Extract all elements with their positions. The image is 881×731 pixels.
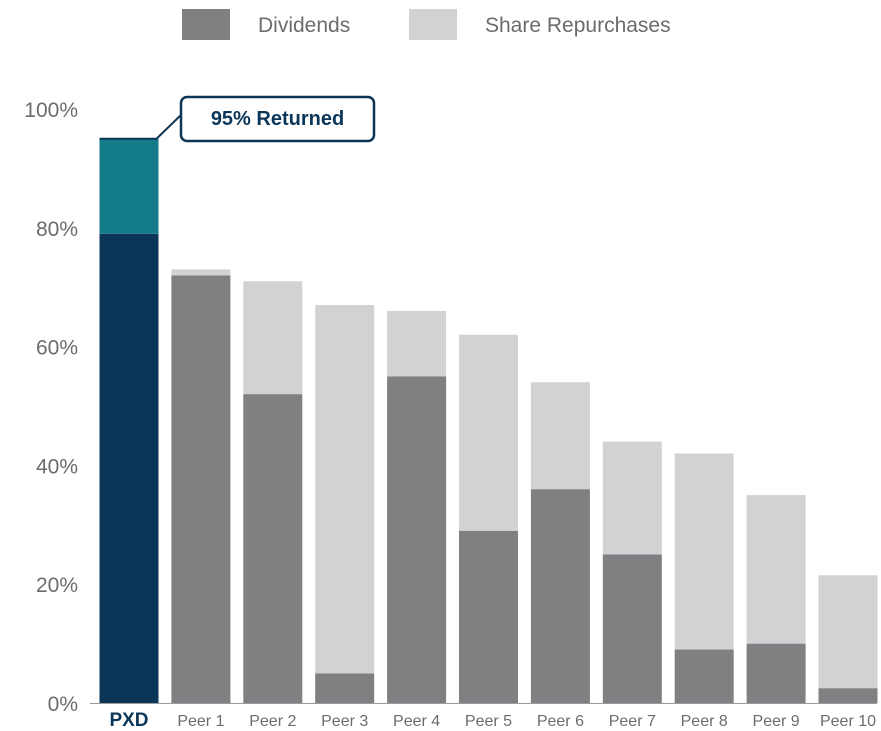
bar-segment-share-repurchases [99,138,159,234]
legend: Dividends Share Repurchases [182,9,671,40]
bar-segment-dividends [818,688,878,703]
bar-segment-share-repurchases [746,495,806,644]
x-tick-label: Peer 2 [249,713,296,730]
x-tick-label: Peer 10 [820,713,876,730]
bar-segment-share-repurchases [243,281,303,395]
x-axis: PXD Peer 1 Peer 2 Peer 3 Peer 4 Peer 5 Peer 6 P… [109,710,876,731]
y-tick-label: 40% [36,455,78,478]
x-tick-label: Peer 6 [537,713,584,730]
x-tick-label: Peer 7 [609,713,656,730]
y-tick-label: 80% [36,218,78,241]
bar-segment-dividends [243,394,303,703]
y-tick-label: 0% [48,693,78,716]
bars [99,138,878,704]
bar-segment-share-repurchases [315,305,375,674]
x-tick-label: Peer 9 [753,713,800,730]
bar-segment-dividends [674,649,734,703]
y-tick-label: 20% [36,574,78,597]
legend-swatch-share-repurchases [409,9,457,40]
x-tick-label: Peer 8 [681,713,728,730]
y-tick-label: 60% [36,337,78,360]
x-tick-label: PXD [109,710,148,731]
bar-segment-share-repurchases [459,334,518,531]
bar-segment-share-repurchases [818,575,878,689]
y-axis: 0% 20% 40% 60% 80% 100% [24,99,78,716]
bar-segment-dividends [746,643,806,703]
bar-segment-share-repurchases [171,269,231,276]
legend-swatch-dividends [182,9,230,40]
x-tick-label: Peer 3 [321,713,368,730]
bar-segment-dividends [171,275,231,703]
bar-segment-dividends [459,530,518,703]
callout-leader-line [99,114,182,140]
bar-segment-share-repurchases [674,453,734,650]
legend-label-dividends: Dividends [258,14,350,37]
bar-segment-dividends [315,673,375,703]
bar-segment-dividends [387,376,447,703]
legend-label-share-repurchases: Share Repurchases [485,14,671,37]
x-tick-label: Peer 4 [393,713,440,730]
bar-segment-dividends [602,554,662,703]
callout-text: 95% Returned [211,108,344,130]
bar-segment-dividends [530,489,590,703]
callout: 95% Returned [99,95,376,143]
bar-segment-dividends [99,233,159,704]
x-tick-label: Peer 5 [465,713,512,730]
callout-box [179,95,376,143]
x-tick-label: Peer 1 [177,713,224,730]
bar-segment-share-repurchases [602,441,662,555]
y-tick-label: 100% [24,99,78,122]
bar-segment-share-repurchases [387,310,447,377]
bar-segment-share-repurchases [530,382,590,490]
